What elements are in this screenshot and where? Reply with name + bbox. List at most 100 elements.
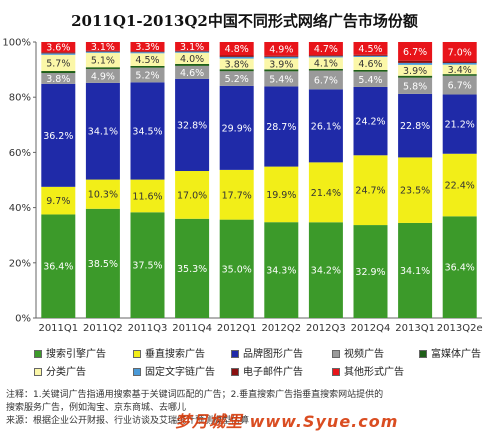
data-label: 5.2% — [225, 74, 249, 85]
bar-segment — [85, 208, 120, 318]
bar-segment — [175, 50, 210, 52]
stacked-bar-chart: 0% 20% 40% 60% 80% 100% 36.4% 9.7% 36.2% 3.8% 5.7%… — [2, 38, 483, 335]
y-tick-label: 0% — [15, 314, 31, 325]
y-tick-label: 20% — [9, 258, 31, 269]
bar-segment — [130, 53, 165, 66]
data-label: 10.3% — [88, 190, 118, 201]
bar-segment — [398, 77, 433, 94]
data-label: 38.5% — [88, 259, 118, 270]
y-tick-label: 100% — [2, 38, 31, 49]
legend-label: 电子邮件广告 — [243, 367, 303, 378]
bar-segment — [175, 42, 210, 51]
data-label: 29.9% — [222, 123, 252, 134]
chart-footer: 注释：1.关键词广告指通用搜索基于关键词匹配的广告；2.垂直搜索广告指垂直搜索网… — [6, 389, 486, 428]
legend-item: 分类广告 — [34, 363, 86, 378]
data-label: 3.4% — [448, 65, 472, 76]
data-label: 23.5% — [400, 186, 430, 197]
data-label: 26.1% — [311, 121, 341, 132]
bar-segment — [398, 222, 433, 318]
bar-segment — [219, 169, 254, 220]
bar-segment — [264, 42, 299, 56]
data-label: 4.5% — [135, 55, 159, 66]
bar-segment — [85, 50, 120, 52]
x-tick-label: 2013Q2e — [437, 323, 483, 334]
bar-segment — [219, 56, 254, 59]
x-tick-label: 2012Q1 — [217, 323, 257, 334]
x-tick-label: 2013Q1 — [395, 323, 435, 334]
bar-segment — [130, 52, 165, 54]
data-label: 34.5% — [132, 126, 162, 137]
bar-segment — [41, 214, 76, 318]
bar-segment — [308, 57, 343, 69]
data-label: 21.2% — [445, 120, 475, 131]
data-label: 7.0% — [448, 47, 472, 58]
bar-segment — [130, 82, 165, 180]
bar-segment — [264, 55, 299, 57]
data-label: 35.3% — [177, 264, 207, 275]
bar-segment — [398, 64, 433, 76]
bar-segment — [264, 86, 299, 167]
bar-segment — [353, 56, 388, 70]
bar-segment — [219, 55, 254, 57]
bar-segment — [264, 56, 299, 59]
data-label: 6.7% — [448, 81, 472, 92]
data-label: 11.6% — [132, 191, 162, 202]
bar-segment — [219, 69, 254, 72]
bar-segment — [398, 75, 433, 78]
bar-segment — [442, 153, 477, 217]
legend-swatch — [332, 350, 340, 358]
x-tick-label: 2011Q4 — [172, 323, 212, 334]
bar-segment — [308, 162, 343, 223]
bar-segment — [85, 68, 120, 83]
bar-segment — [41, 42, 76, 53]
bar-segment — [130, 51, 165, 53]
data-label: 36.4% — [43, 262, 73, 273]
bar-segment — [175, 65, 210, 79]
bar-segment — [219, 71, 254, 86]
legend-label: 其他形式广告 — [344, 367, 404, 378]
legend-label: 富媒体广告 — [431, 349, 481, 360]
bar-segment — [41, 52, 76, 54]
bar-segment — [442, 61, 477, 63]
data-label: 32.9% — [355, 267, 385, 278]
footer-note-line-2: 搜索服务广告，例如淘宝、京东商城、去哪儿 — [6, 403, 187, 413]
data-label: 36.4% — [445, 263, 475, 274]
bar-segment — [264, 69, 299, 72]
data-label: 9.7% — [46, 196, 70, 207]
bar-segment — [398, 157, 433, 223]
bar-segment — [308, 55, 343, 57]
bar-segment — [41, 73, 76, 84]
bar-segment — [175, 51, 210, 53]
bar-segment — [41, 186, 76, 215]
data-label: 34.2% — [311, 266, 341, 277]
data-label: 4.7% — [314, 44, 338, 55]
bar-segment — [264, 166, 299, 223]
data-label: 21.4% — [311, 188, 341, 199]
x-tick-label: 2012Q2 — [261, 323, 301, 334]
legend-item: 视频广告 — [332, 345, 384, 360]
data-label: 3.9% — [403, 66, 427, 77]
legend-item: 搜索引擎广告 — [34, 345, 106, 360]
legend-item: 其他形式广告 — [332, 363, 404, 378]
bar-segment — [85, 42, 120, 51]
legend-item: 富媒体广告 — [419, 345, 481, 360]
x-tick-label: 2011Q1 — [38, 323, 78, 334]
data-label: 17.7% — [222, 190, 252, 201]
bar-segment — [264, 58, 299, 70]
legend-swatch — [332, 368, 340, 376]
bar-segment — [442, 216, 477, 318]
data-label: 24.2% — [355, 117, 385, 128]
bar-segment — [353, 69, 388, 72]
y-tick-label: 80% — [9, 93, 31, 104]
legend-swatch — [34, 350, 42, 358]
data-label: 4.6% — [180, 68, 204, 79]
x-tick-label: 2012Q3 — [306, 323, 346, 334]
legend-label: 分类广告 — [46, 367, 86, 378]
bar-segment — [175, 52, 210, 64]
bar-segment — [41, 53, 76, 55]
bar-segment — [353, 71, 388, 87]
bar-segment — [130, 179, 165, 213]
chart-title: 2011Q1-2013Q2中国不同形式网络广告市场份额 — [71, 12, 418, 30]
bar-segment — [398, 42, 433, 61]
